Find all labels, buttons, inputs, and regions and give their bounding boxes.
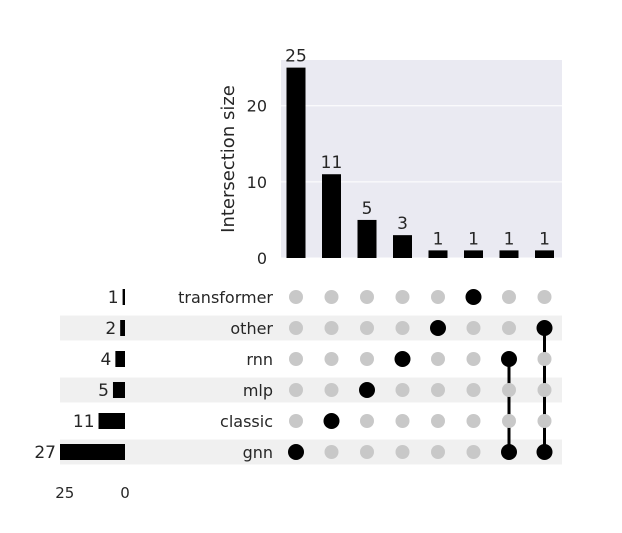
set-size-bar-transformer bbox=[122, 289, 125, 305]
set-size-bar-classic bbox=[98, 413, 125, 429]
matrix-dot-7-transformer bbox=[537, 290, 552, 304]
row-stripe-gnn bbox=[60, 439, 562, 465]
set-name-other: other bbox=[230, 319, 273, 338]
set-size-label-mlp: 5 bbox=[98, 381, 109, 401]
set-size-label-gnn: 27 bbox=[34, 443, 56, 463]
matrix-dot-4-gnn bbox=[431, 445, 445, 459]
matrix-dot-4-rnn bbox=[431, 352, 445, 366]
set-name-classic: classic bbox=[220, 412, 273, 431]
y-tick-label-20: 20 bbox=[247, 97, 267, 116]
matrix-dot-7-gnn bbox=[536, 444, 553, 460]
set-size-tick-0: 0 bbox=[120, 484, 130, 502]
matrix-dot-6-transformer bbox=[502, 290, 516, 304]
set-size-label-classic: 11 bbox=[73, 412, 95, 432]
row-stripe-other bbox=[60, 315, 562, 341]
set-size-label-rnn: 4 bbox=[101, 350, 112, 370]
matrix-dot-4-mlp bbox=[431, 383, 445, 397]
matrix-dot-0-gnn bbox=[288, 444, 304, 460]
set-name-transformer: transformer bbox=[178, 288, 273, 307]
matrix-dot-5-rnn bbox=[466, 352, 481, 366]
y-tick-label-0: 0 bbox=[257, 249, 267, 268]
matrix-dot-6-mlp bbox=[502, 383, 516, 397]
matrix-dot-7-mlp bbox=[537, 383, 552, 397]
matrix-dot-5-transformer bbox=[465, 289, 482, 305]
matrix-dot-4-other bbox=[430, 320, 446, 336]
matrix-dot-2-gnn bbox=[360, 445, 374, 459]
matrix-dot-0-transformer bbox=[289, 290, 303, 304]
set-size-bar-gnn bbox=[60, 444, 125, 460]
matrix-dot-1-mlp bbox=[324, 383, 339, 397]
matrix-dot-1-transformer bbox=[324, 290, 339, 304]
matrix-dot-6-gnn bbox=[501, 444, 517, 460]
intersection-bar-label-6: 1 bbox=[504, 229, 515, 249]
matrix-dot-2-classic bbox=[360, 414, 374, 428]
matrix-dot-1-rnn bbox=[324, 352, 339, 366]
set-size-label-transformer: 1 bbox=[108, 288, 119, 308]
intersection-bar-0 bbox=[286, 67, 306, 258]
matrix-dot-5-gnn bbox=[466, 445, 481, 459]
matrix-dot-3-mlp bbox=[395, 383, 410, 397]
matrix-dot-1-classic bbox=[323, 413, 340, 429]
set-name-gnn: gnn bbox=[243, 443, 273, 462]
matrix-dot-2-transformer bbox=[360, 290, 374, 304]
matrix-dot-7-rnn bbox=[537, 352, 552, 366]
matrix-dot-6-rnn bbox=[501, 351, 517, 367]
intersection-bar-label-7: 1 bbox=[539, 229, 550, 249]
matrix-dot-6-other bbox=[502, 321, 516, 335]
set-size-tick-25: 25 bbox=[55, 484, 74, 502]
set-size-bar-rnn bbox=[115, 351, 125, 367]
intersection-bar-4 bbox=[428, 250, 448, 258]
intersection-bar-1 bbox=[322, 174, 341, 258]
matrix-dot-6-classic bbox=[502, 414, 516, 428]
matrix-dot-3-other bbox=[395, 321, 410, 335]
intersection-bar-label-3: 3 bbox=[397, 214, 408, 234]
matrix-dot-2-rnn bbox=[360, 352, 374, 366]
matrix-dot-5-mlp bbox=[466, 383, 481, 397]
matrix-dot-1-other bbox=[324, 321, 339, 335]
intersection-bar-3 bbox=[393, 235, 412, 258]
matrix-dot-1-gnn bbox=[324, 445, 339, 459]
matrix-dot-3-rnn bbox=[394, 351, 411, 367]
matrix-dot-5-classic bbox=[466, 414, 481, 428]
intersection-bar-label-2: 5 bbox=[362, 199, 373, 219]
set-size-label-other: 2 bbox=[105, 319, 116, 339]
matrix-dot-5-other bbox=[466, 321, 481, 335]
matrix-dot-2-other bbox=[360, 321, 374, 335]
intersection-bar-label-5: 1 bbox=[468, 229, 479, 249]
matrix-dot-2-mlp bbox=[359, 382, 375, 398]
set-name-rnn: rnn bbox=[246, 350, 273, 369]
matrix-dot-7-classic bbox=[537, 414, 552, 428]
intersection-bar-label-4: 1 bbox=[433, 229, 444, 249]
intersection-bar-2 bbox=[357, 219, 377, 258]
matrix-dot-0-rnn bbox=[289, 352, 303, 366]
matrix-dot-0-classic bbox=[289, 414, 303, 428]
matrix-dot-0-other bbox=[289, 321, 303, 335]
matrix-dot-3-transformer bbox=[395, 290, 410, 304]
set-size-bar-mlp bbox=[112, 382, 125, 398]
matrix-dot-4-classic bbox=[431, 414, 445, 428]
y-tick-label-10: 10 bbox=[247, 173, 267, 192]
row-stripe-mlp bbox=[60, 377, 562, 403]
intersection-bar-6 bbox=[499, 250, 519, 258]
matrix-dot-4-transformer bbox=[431, 290, 445, 304]
set-size-bar-other bbox=[120, 320, 125, 336]
matrix-dot-3-classic bbox=[395, 414, 410, 428]
matrix-dot-7-other bbox=[536, 320, 553, 336]
intersection-bar-5 bbox=[464, 250, 483, 258]
intersection-bar-7 bbox=[535, 250, 554, 258]
set-name-mlp: mlp bbox=[243, 381, 273, 400]
intersection-bar-label-1: 11 bbox=[321, 153, 343, 173]
intersection-bar-label-0: 25 bbox=[285, 47, 307, 67]
y-axis-label: Intersection size bbox=[218, 85, 239, 233]
matrix-dot-3-gnn bbox=[395, 445, 410, 459]
matrix-dot-0-mlp bbox=[289, 383, 303, 397]
